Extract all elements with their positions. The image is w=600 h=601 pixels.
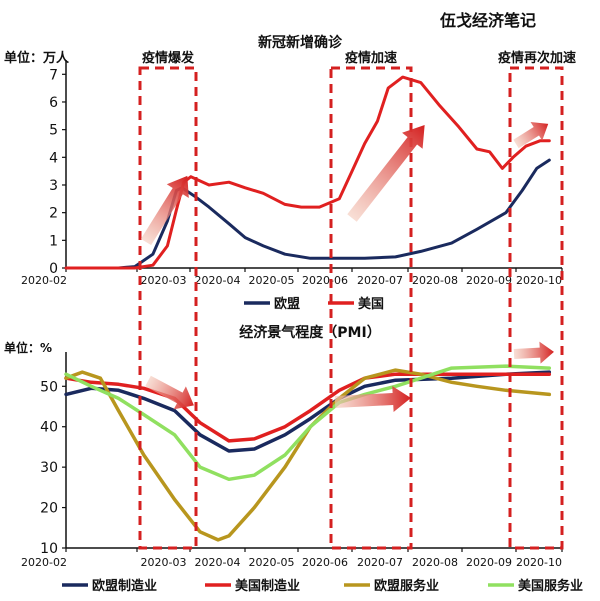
highlight-box-outbreak <box>138 66 198 550</box>
chart1-x-tick-label: 2020-06 <box>302 274 348 287</box>
chart1-lines <box>64 75 551 270</box>
legend-label-eu-services: 欧盟服务业 <box>374 578 439 594</box>
chart2-x-tick-label: 2020-07 <box>357 556 403 569</box>
chart2-y-tick-label: 20 <box>40 501 58 517</box>
chart2-lines <box>64 364 552 542</box>
chart2-x-tick-label: 2020-05 <box>249 556 295 569</box>
chart1-x-tick-label: 2020-09 <box>466 274 512 287</box>
chart1-y-tick-label: 6 <box>49 95 58 111</box>
chart1-y-tick-label: 1 <box>49 233 58 249</box>
legend-label-us: 美国 <box>358 296 384 312</box>
chart1-y-tick-label: 2 <box>49 206 58 222</box>
chart2-x-tick-label: 2020-08 <box>412 556 458 569</box>
chart2-y-tick-label: 30 <box>40 460 58 476</box>
chart2-title: 经济景气程度（PMI） <box>239 324 380 341</box>
annotation-acceleration: 疫情加速 <box>345 50 397 66</box>
chart1-y-tick-label: 3 <box>49 178 58 194</box>
chart1-x-tick-label: 2020-04 <box>195 274 241 287</box>
trend-arrow-5 <box>334 385 411 412</box>
chart2-legend: 欧盟制造业 美国制造业 欧盟服务业 美国服务业 <box>62 578 583 594</box>
chart1-series-line-1 <box>64 75 551 270</box>
chart1-x-tick-label: 2020-10 <box>516 274 562 287</box>
legend-label-eu: 欧盟 <box>274 296 300 312</box>
chart2-y-tick-label: 50 <box>40 379 58 395</box>
legend-label-eu-manufacturing: 欧盟制造业 <box>92 578 157 594</box>
chart2-y-tick-label: 10 <box>40 541 58 557</box>
chart1-legend: 欧盟 美国 <box>244 296 384 312</box>
chart1-y-tick-label: 4 <box>49 150 58 166</box>
chart2-y-tick-label: 40 <box>40 420 58 436</box>
chart2-series-line-3 <box>64 364 552 482</box>
chart1-x-tick-label: 2020-03 <box>141 274 187 287</box>
chart2-x-tick-label: 2020-09 <box>466 556 512 569</box>
chart2-series-line-2 <box>64 368 552 542</box>
legend-label-us-services: 美国服务业 <box>518 578 583 594</box>
watermark-text: 伍戈经济笔记 <box>439 11 536 30</box>
chart2-axes: 10 20 30 40 50 2020-02 2020-03 2020-04 2020-05 20… <box>21 352 563 569</box>
chart2-x-tick-label: 2020-06 <box>302 556 348 569</box>
chart1-y-tick-label: 5 <box>49 123 58 139</box>
trend-arrow-3 <box>513 121 549 149</box>
chart2-x-tick-label: 2020-04 <box>195 556 241 569</box>
chart1-x-tick-label: 2020-08 <box>412 274 458 287</box>
highlight-box-reacceleration <box>508 66 564 550</box>
trend-arrows <box>140 121 554 412</box>
trend-arrow-2 <box>347 125 425 222</box>
trend-arrow-6 <box>513 341 554 364</box>
trend-arrow-1 <box>140 175 189 246</box>
annotation-outbreak: 疫情爆发 <box>142 50 195 66</box>
chart1-x-tick-label: 2020-05 <box>249 274 295 287</box>
chart1-unit-label: 单位：万人 <box>4 50 70 66</box>
chart1-x-tick-label: 2020-07 <box>357 274 403 287</box>
highlight-box-acceleration <box>329 66 413 550</box>
highlight-boxes <box>138 66 564 550</box>
chart1-title: 新冠新增确诊 <box>258 34 343 51</box>
chart1-series-line-0 <box>64 158 551 270</box>
chart1-axes: 0 1 2 3 4 5 6 7 2020-02 2020-03 2020-04 2020-05 2020… <box>21 60 563 287</box>
chart1-x-tick-label: 2020-02 <box>21 274 67 287</box>
chart2-x-tick-label: 2020-03 <box>141 556 187 569</box>
annotation-reacceleration: 疫情再次加速 <box>498 50 576 66</box>
chart2-series-line-0 <box>64 370 552 453</box>
chart2-x-tick-label: 2020-10 <box>516 556 562 569</box>
chart2-unit-label: 单位：% <box>4 340 52 355</box>
chart2-x-tick-label: 2020-02 <box>21 556 67 569</box>
legend-label-us-manufacturing: 美国制造业 <box>235 578 300 594</box>
chart1-y-tick-label: 7 <box>49 67 58 83</box>
trend-arrow-4 <box>145 375 194 410</box>
chart1-y-tick-label: 0 <box>49 261 58 277</box>
